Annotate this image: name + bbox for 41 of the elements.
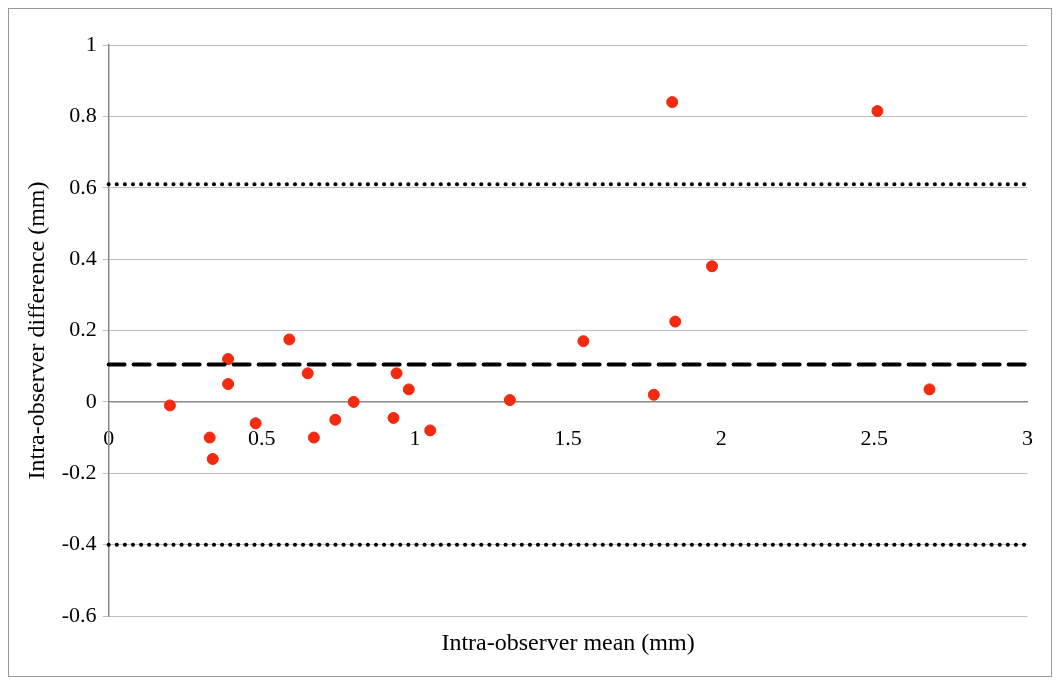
point <box>283 333 296 346</box>
point <box>222 378 235 391</box>
point <box>871 105 884 118</box>
y-tick-label: 1 <box>85 30 97 56</box>
y-axis-title: Intra-observer difference (mm) <box>22 181 49 480</box>
x-axis-title: Intra-observer mean (mm) <box>441 629 695 656</box>
y-tick-label: 0 <box>85 387 97 413</box>
x-tick-label: 3 <box>1022 424 1033 450</box>
x-tick-label: 1.5 <box>554 424 582 450</box>
point <box>577 335 590 348</box>
y-tick-label: 0.2 <box>69 316 97 342</box>
x-tick-label: 0.5 <box>248 424 276 450</box>
x-tick-label: 0 <box>103 424 115 450</box>
point <box>347 395 360 408</box>
x-tick-label: 2.5 <box>860 424 889 450</box>
point <box>329 413 342 426</box>
point <box>666 96 679 109</box>
point <box>647 388 660 401</box>
point <box>706 260 719 273</box>
y-tick-label: 0.6 <box>69 173 97 199</box>
point <box>249 417 262 430</box>
y-tick-label: -0.4 <box>61 530 97 556</box>
point <box>923 383 936 396</box>
point <box>206 452 219 465</box>
point <box>503 394 516 407</box>
y-tick-label: -0.6 <box>61 601 97 627</box>
point <box>203 431 216 444</box>
point <box>301 367 314 380</box>
point <box>424 424 437 437</box>
point <box>390 367 403 380</box>
point <box>402 383 415 396</box>
point <box>307 431 320 444</box>
y-tick-label: 0.4 <box>69 244 97 270</box>
point <box>222 353 235 366</box>
point <box>163 399 176 412</box>
point <box>669 315 682 328</box>
point <box>387 411 400 424</box>
x-tick-label: 1 <box>409 424 421 450</box>
x-tick-label: 2 <box>715 424 727 450</box>
y-tick-label: -0.2 <box>61 459 97 485</box>
y-tick-label: 0.8 <box>69 102 97 128</box>
